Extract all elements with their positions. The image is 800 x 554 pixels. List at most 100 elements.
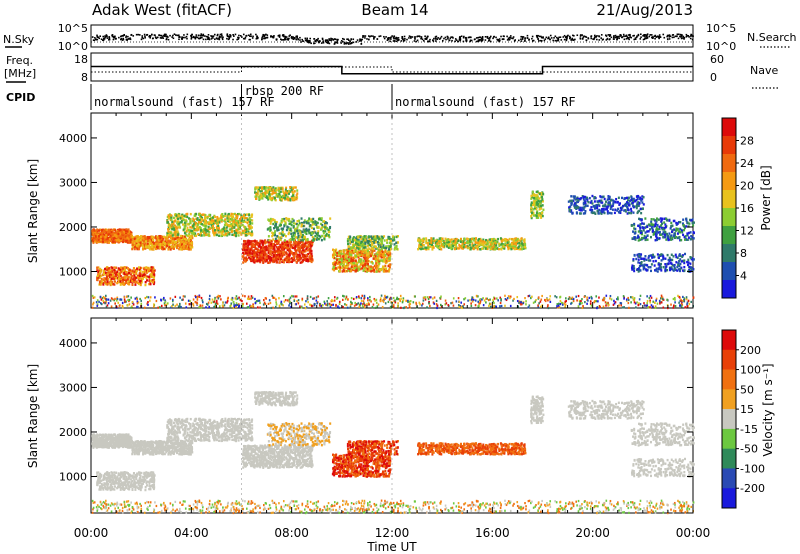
power-cell: [128, 235, 131, 239]
power-cell: [148, 279, 151, 282]
power-cell: [210, 224, 213, 227]
power-cell: [117, 238, 120, 241]
noise-point: [186, 37, 188, 40]
noise-point: [103, 37, 105, 40]
power-cell: [208, 213, 211, 217]
date-title: 21/Aug/2013: [596, 1, 693, 19]
noise-point: [327, 42, 329, 44]
noise-point: [655, 35, 657, 38]
power-cell: [308, 232, 311, 235]
power-cell: [163, 247, 166, 250]
noise-point: [418, 35, 421, 37]
noise-point: [539, 39, 542, 42]
power-cell: [121, 228, 124, 232]
noise-point: [432, 40, 435, 42]
noise-point: [395, 36, 398, 39]
noise-point: [210, 35, 213, 38]
noise-point: [637, 33, 640, 36]
noise-point: [237, 36, 239, 39]
noise-point: [118, 36, 120, 39]
power-cell: [277, 242, 280, 245]
power-cell: [379, 268, 382, 272]
noise-point: [390, 36, 392, 39]
power-cell: [203, 224, 206, 227]
power-cell: [115, 235, 118, 239]
power-cell: [133, 243, 136, 247]
noise-point: [201, 36, 203, 39]
power-cell: [269, 245, 272, 248]
power-cell: [131, 283, 134, 287]
power-cell: [381, 242, 384, 245]
power-cell: [180, 236, 183, 239]
power-cell: [136, 247, 139, 251]
noise-point: [343, 38, 345, 41]
power-cell: [111, 275, 114, 279]
power-cell: [190, 231, 193, 235]
power-cell: [319, 228, 322, 231]
power-cell: [308, 228, 311, 231]
power-cell: [263, 246, 266, 249]
power-cell: [106, 283, 109, 286]
power-cell: [238, 212, 241, 216]
power-cell: [338, 259, 341, 262]
noise-point: [666, 35, 668, 38]
noise-point: [141, 35, 144, 37]
power-cell: [368, 253, 371, 256]
power-cell: [343, 260, 346, 263]
power-cell: [173, 231, 176, 234]
power-cell: [206, 230, 209, 233]
noise-point: [343, 41, 346, 44]
noise-point: [309, 40, 311, 42]
power-cell: [247, 220, 250, 223]
noise-point: [624, 35, 627, 37]
power-cell: [167, 230, 170, 233]
power-cell: [354, 259, 357, 262]
power-cell: [93, 229, 96, 232]
power-cell: [199, 233, 202, 237]
power-cell: [139, 266, 142, 269]
power-cell: [364, 265, 367, 268]
power-cell: [367, 235, 370, 238]
power-cell: [102, 240, 105, 244]
power-cell: [268, 261, 271, 264]
power-cell: [188, 241, 191, 245]
radar-title: Adak West (fitACF): [92, 1, 232, 19]
power-cell: [97, 233, 100, 237]
freq-label: Freq.: [6, 54, 33, 67]
power-cell: [99, 283, 102, 286]
power-cell: [230, 217, 233, 221]
noise-point: [135, 33, 138, 36]
noise-point: [127, 38, 130, 40]
noise-point: [149, 36, 152, 39]
power-cell: [359, 258, 362, 262]
power-cell: [110, 273, 113, 277]
noise-point: [668, 36, 671, 38]
power-cell: [98, 268, 101, 272]
noise-point: [495, 36, 497, 39]
power-cell: [380, 240, 383, 243]
power-cell: [329, 217, 332, 220]
power-cell: [100, 281, 103, 284]
power-cell: [284, 196, 287, 200]
power-cell: [337, 266, 340, 269]
power-cell: [317, 230, 320, 233]
power-cell: [277, 228, 280, 232]
power-cell: [141, 277, 144, 280]
power-cell: [121, 281, 124, 285]
power-cell: [292, 191, 295, 195]
power-cell: [130, 269, 133, 273]
power-cell: [287, 246, 290, 250]
power-cell: [119, 268, 122, 271]
power-cell: [336, 262, 339, 265]
power-cell: [316, 226, 319, 229]
power-cell: [335, 248, 338, 251]
power-cell: [143, 244, 146, 247]
power-cell: [122, 282, 125, 285]
noise-point: [674, 35, 677, 38]
noise-point: [646, 34, 648, 37]
power-cell: [357, 251, 360, 254]
power-cell: [319, 236, 322, 239]
power-cell: [201, 223, 204, 226]
noise-point: [212, 37, 214, 39]
